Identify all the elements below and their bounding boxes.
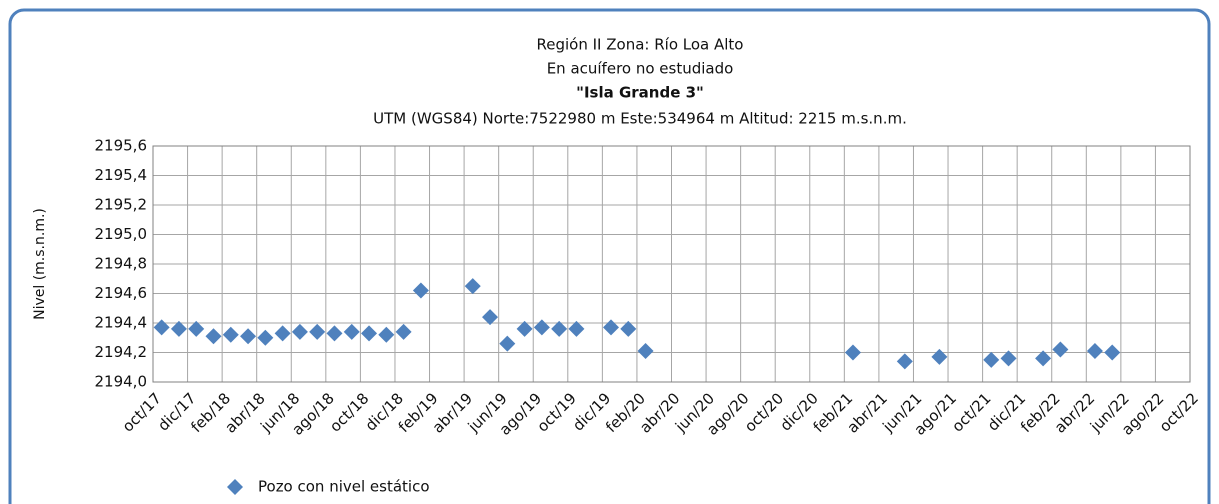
legend-label: Pozo con nivel estático <box>258 478 430 496</box>
point <box>309 323 326 340</box>
point <box>412 282 429 299</box>
y-tick-label: 2195,0 <box>95 225 148 243</box>
point <box>533 319 550 336</box>
y-tick-label: 2194,4 <box>95 314 148 332</box>
legend-marker <box>227 479 243 495</box>
title-line: Región II Zona: Río Loa Alto <box>537 36 744 54</box>
point <box>637 343 654 360</box>
y-tick-label: 2194,0 <box>95 373 148 391</box>
y-tick-label: 2195,6 <box>95 137 148 155</box>
point <box>188 320 205 337</box>
point <box>361 325 378 342</box>
point <box>551 320 568 337</box>
point <box>222 326 239 343</box>
point <box>844 344 861 361</box>
point <box>1000 350 1017 367</box>
point <box>1052 341 1069 358</box>
title-line: En acuífero no estudiado <box>547 60 734 78</box>
point <box>257 329 274 346</box>
point <box>240 328 257 345</box>
frame <box>8 8 1211 504</box>
point <box>464 278 481 295</box>
point <box>1086 343 1103 360</box>
point <box>1035 350 1052 367</box>
y-tick-label: 2195,2 <box>95 196 148 214</box>
y-tick-label: 2194,8 <box>95 255 148 273</box>
point <box>896 353 913 370</box>
point <box>603 319 620 336</box>
point <box>482 309 499 326</box>
point <box>205 328 222 345</box>
y-tick-label: 2194,6 <box>95 284 148 302</box>
point <box>1104 344 1121 361</box>
point <box>499 335 516 352</box>
point <box>343 323 360 340</box>
y-axis-label: Nivel (m.s.n.m.) <box>32 208 48 320</box>
y-tick-label: 2194,2 <box>95 343 148 361</box>
point <box>568 320 585 337</box>
point <box>291 323 308 340</box>
point <box>378 326 395 343</box>
point <box>274 325 291 342</box>
point <box>931 348 948 365</box>
y-tick-label: 2195,4 <box>95 166 148 184</box>
point <box>395 323 412 340</box>
point <box>326 325 343 342</box>
point <box>516 320 533 337</box>
point <box>170 320 187 337</box>
plot-border <box>152 145 1191 383</box>
point <box>983 351 1000 368</box>
point <box>620 320 637 337</box>
point <box>153 319 170 336</box>
title-line: "Isla Grande 3" <box>576 84 704 102</box>
title-line: UTM (WGS84) Norte:7522980 m Este:534964 … <box>373 110 907 128</box>
